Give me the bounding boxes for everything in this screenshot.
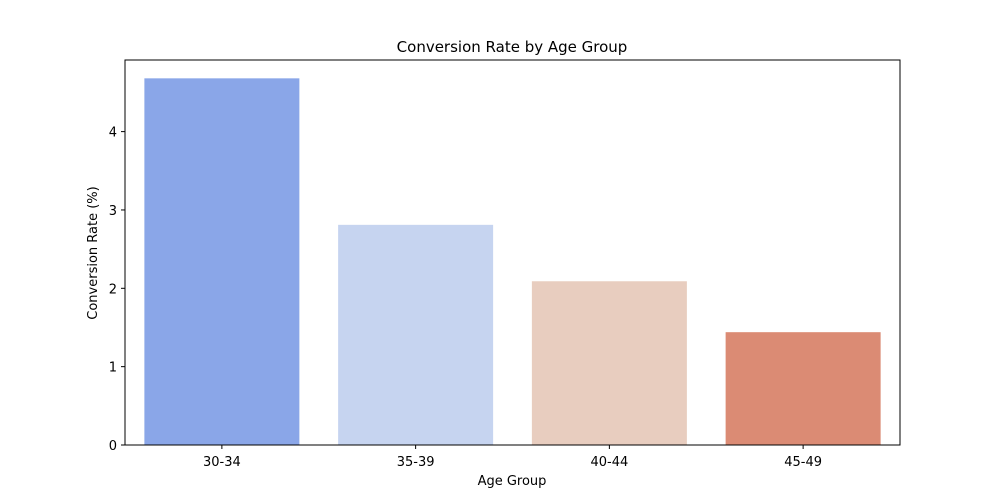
bar-45-49 [725, 332, 881, 445]
bar-30-34 [144, 78, 300, 445]
ticks-layer: 30-34 35-39 40-44 45-49 0 1 2 3 4 [109, 126, 822, 470]
bar-35-39 [338, 224, 494, 445]
x-tick-label: 40-44 [590, 455, 628, 470]
bar-40-44 [531, 281, 687, 445]
bars-layer [144, 78, 881, 445]
y-tick-label: 3 [109, 204, 117, 219]
x-axis-label: Age Group [478, 474, 547, 489]
x-tick-label: 45-49 [784, 455, 822, 470]
y-tick-label: 4 [109, 126, 117, 141]
y-tick-label: 2 [109, 282, 117, 297]
y-axis-label: Conversion Rate (%) [86, 186, 101, 319]
x-tick-label: 30-34 [203, 455, 241, 470]
chart-title: Conversion Rate by Age Group [397, 38, 628, 56]
y-tick-label: 1 [109, 361, 117, 376]
plot-area-frame [124, 59, 901, 446]
y-tick-label: 0 [109, 439, 117, 454]
x-tick-label: 35-39 [397, 455, 435, 470]
